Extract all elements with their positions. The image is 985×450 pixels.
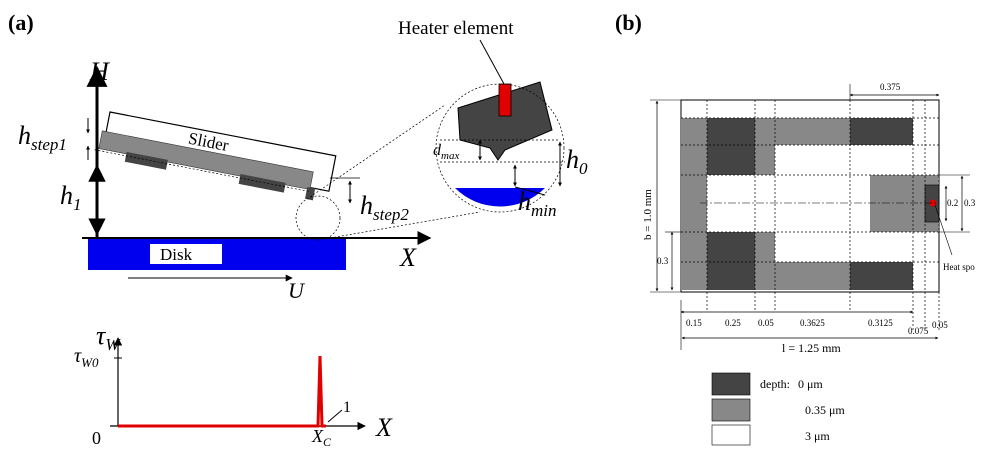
h0-label: h0 — [566, 145, 588, 178]
dim-label: 0.3125 — [868, 318, 893, 328]
tau-tick-label: τW0 — [74, 345, 99, 370]
label-part: h — [566, 145, 579, 174]
disk-label-box — [150, 244, 222, 264]
dim-label: 0.3 — [657, 256, 669, 266]
x-axis-label: X — [399, 243, 417, 272]
shear-curve — [118, 355, 326, 428]
label-part: τ — [96, 321, 107, 350]
label-part: min — [531, 201, 557, 220]
label-part: h — [360, 191, 373, 220]
label-part: step2 — [373, 205, 409, 224]
label-part: C — [323, 435, 332, 449]
slider-layout — [650, 84, 970, 350]
legend-title: depth: — [760, 377, 790, 391]
heater-label: Heater element — [398, 18, 514, 39]
dim-label: 0.2 — [947, 198, 958, 208]
dim-label: 0.075 — [908, 326, 929, 336]
dim-label: Heat spo — [943, 262, 975, 272]
legend-label: 3 μm — [805, 429, 830, 443]
zoom-source — [295, 195, 341, 241]
label-part: h — [518, 187, 531, 216]
slider: Slider — [94, 111, 337, 201]
x-axis-label: X — [375, 413, 393, 442]
origin-label: 0 — [92, 428, 101, 448]
label-part: max — [441, 150, 459, 162]
dim-label: 0.15 — [686, 318, 702, 328]
x-end-label: 1 — [343, 399, 351, 416]
dim-label: l = 1.25 mm — [782, 341, 841, 355]
dim-label: 0.05 — [932, 320, 948, 330]
label-part: h — [60, 181, 73, 210]
label-part: d — [433, 142, 442, 159]
dim-label: 0.3625 — [800, 318, 825, 328]
label-part: W — [105, 335, 121, 354]
label-part: 0 — [579, 159, 588, 178]
legend-label: 0.35 μm — [805, 403, 845, 417]
dim-label: 0.05 — [758, 318, 774, 328]
legend-swatch — [711, 424, 751, 446]
h-axis-label: H — [89, 57, 110, 86]
panel-label: (b) — [615, 10, 642, 35]
legend-label: 0 μm — [798, 377, 823, 391]
label-part: W0 — [81, 355, 99, 370]
legend-swatch — [711, 398, 751, 422]
dmax-label: dmax — [433, 142, 459, 162]
hmin-label: hmin — [518, 187, 557, 220]
zoom-line — [329, 211, 481, 239]
label-part: X — [311, 426, 324, 446]
label-part: τ — [74, 345, 82, 367]
h-step1-label: hstep1 — [18, 121, 67, 154]
h1-label: h1 — [60, 181, 82, 214]
velocity-label: U — [288, 278, 306, 303]
disk-label: Disk — [160, 245, 193, 264]
zoom-view — [435, 39, 565, 213]
dim-label: 0.3 — [964, 198, 976, 208]
legend-swatch — [711, 372, 751, 396]
tau-axis-label: τW — [96, 321, 121, 354]
dim-label: b = 1.0 mm — [642, 189, 654, 240]
h-step2-label: hstep2 — [360, 191, 409, 224]
label-part: h — [18, 121, 31, 150]
dim-label: 0.25 — [725, 318, 741, 328]
zoom-line — [309, 104, 446, 198]
tick — [327, 409, 343, 423]
label-part: step1 — [31, 135, 67, 154]
xc-label: XC — [311, 426, 332, 449]
label-part: 1 — [73, 195, 82, 214]
panel-label: (a) — [8, 10, 34, 35]
dim-label: 0.375 — [880, 82, 901, 92]
